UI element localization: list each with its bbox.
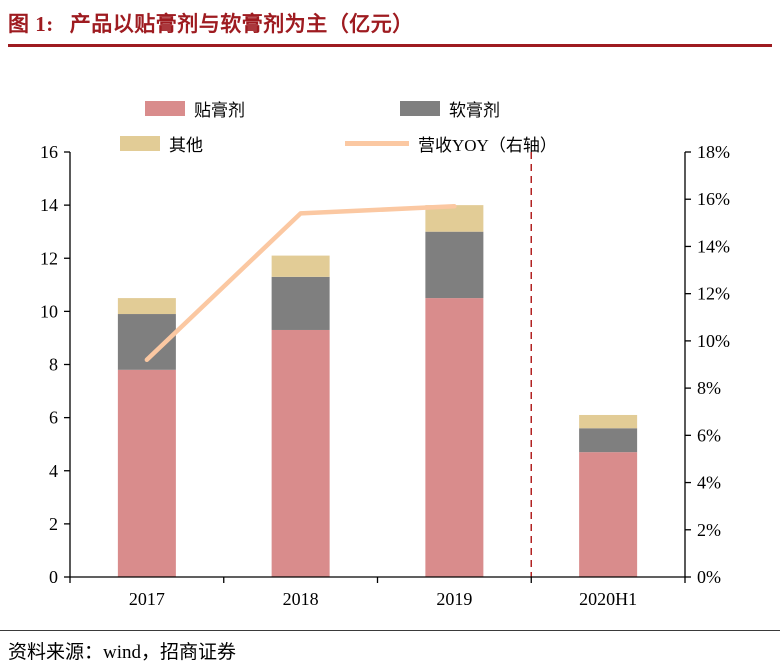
bar-segment	[271, 329, 330, 577]
bar-segment	[117, 298, 176, 315]
bar-segment	[579, 414, 638, 429]
bar-segment	[271, 276, 330, 330]
figure-header: 图 1: 产品以贴膏剂与软膏剂为主（亿元）	[8, 8, 772, 38]
source-note: 资料来源：wind，招商证券	[8, 642, 237, 663]
left-axis-label: 0	[49, 567, 58, 587]
x-axis-category-label: 2019	[436, 589, 472, 609]
left-axis-label: 6	[49, 408, 58, 428]
left-axis-label: 8	[49, 355, 58, 375]
x-axis-category-label: 2018	[283, 589, 319, 609]
left-axis-label: 4	[49, 461, 58, 481]
right-axis-label: 12%	[697, 284, 730, 304]
figure-title: 产品以贴膏剂与软膏剂为主（亿元）	[69, 12, 414, 36]
yoy-line	[144, 204, 457, 363]
right-axis-label: 16%	[697, 189, 730, 209]
legend-item-other: 其他	[120, 131, 203, 156]
legend-swatch-yoy-line	[345, 141, 409, 146]
title-underline	[8, 44, 772, 47]
right-axis-label: 0%	[697, 567, 721, 587]
footer-divider	[0, 630, 780, 631]
right-axis-label: 6%	[697, 425, 721, 445]
legend-label-patch: 贴膏剂	[194, 101, 245, 120]
left-axis-label: 10	[40, 301, 58, 321]
bar-segment	[425, 298, 484, 577]
right-axis-label: 10%	[697, 331, 730, 351]
stacked-bar-line-chart: 0 2 4 6 8 10 12 14 16 0% 2% 4% 6% 8% 10% 12% 14% 16% 18% 20…	[40, 142, 730, 609]
figure-label: 图 1:	[8, 12, 54, 36]
legend-swatch-ointment	[400, 101, 440, 116]
x-axis-category-label: 2017	[129, 589, 165, 609]
x-axis-category-label: 2020H1	[579, 589, 637, 609]
legend-item-yoy: 营收YOY（右轴）	[345, 131, 557, 156]
legend-label-ointment: 软膏剂	[449, 101, 500, 120]
right-axis-label: 18%	[697, 142, 730, 162]
legend-item-patch: 贴膏剂	[145, 96, 245, 121]
bar-segment	[425, 231, 484, 299]
bar-segment	[117, 369, 176, 577]
left-axis-label: 12	[40, 248, 58, 268]
right-axis-label: 4%	[697, 473, 721, 493]
bar-segment	[425, 205, 484, 232]
left-axis-label: 2	[49, 514, 58, 534]
bar-segment	[579, 428, 638, 453]
right-axis-label: 2%	[697, 520, 721, 540]
left-axis-label: 14	[40, 195, 58, 215]
page-title: 图 1: 产品以贴膏剂与软膏剂为主（亿元）	[8, 12, 414, 36]
chart-legend: 贴膏剂 软膏剂 其他 营收YOY（右轴）	[0, 96, 780, 162]
bar-segment	[271, 255, 330, 277]
legend-swatch-patch	[145, 101, 185, 116]
left-axis-label: 16	[40, 142, 58, 162]
right-axis-label: 8%	[697, 378, 721, 398]
legend-swatch-other	[120, 136, 160, 151]
legend-item-ointment: 软膏剂	[400, 96, 500, 121]
legend-label-other: 其他	[169, 136, 203, 155]
legend-label-yoy: 营收YOY（右轴）	[418, 136, 557, 155]
right-axis-label: 14%	[697, 236, 730, 256]
bar-segment	[579, 452, 638, 577]
